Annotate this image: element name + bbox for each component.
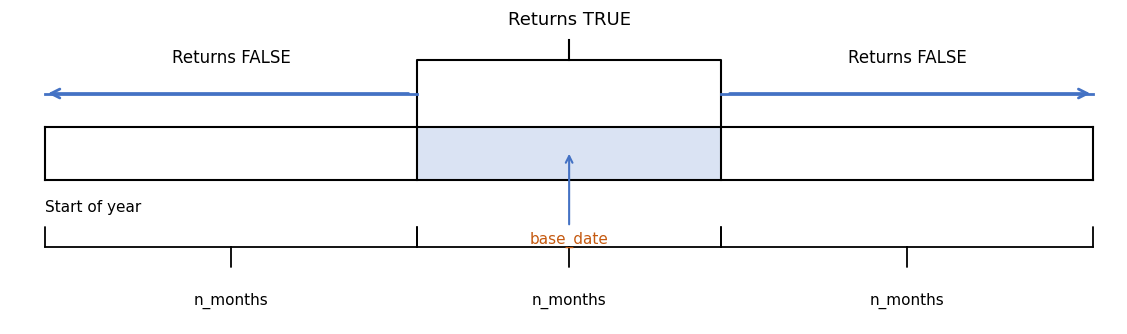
Bar (417, 127, 721, 180)
Text: Returns FALSE: Returns FALSE (848, 49, 967, 67)
Text: Returns FALSE: Returns FALSE (171, 49, 291, 67)
Text: n_months: n_months (870, 293, 944, 309)
Text: Start of year: Start of year (45, 200, 141, 215)
Text: n_months: n_months (194, 293, 268, 309)
Text: n_months: n_months (532, 293, 606, 309)
Text: base_date: base_date (530, 232, 609, 248)
Text: Returns TRUE: Returns TRUE (507, 11, 631, 29)
